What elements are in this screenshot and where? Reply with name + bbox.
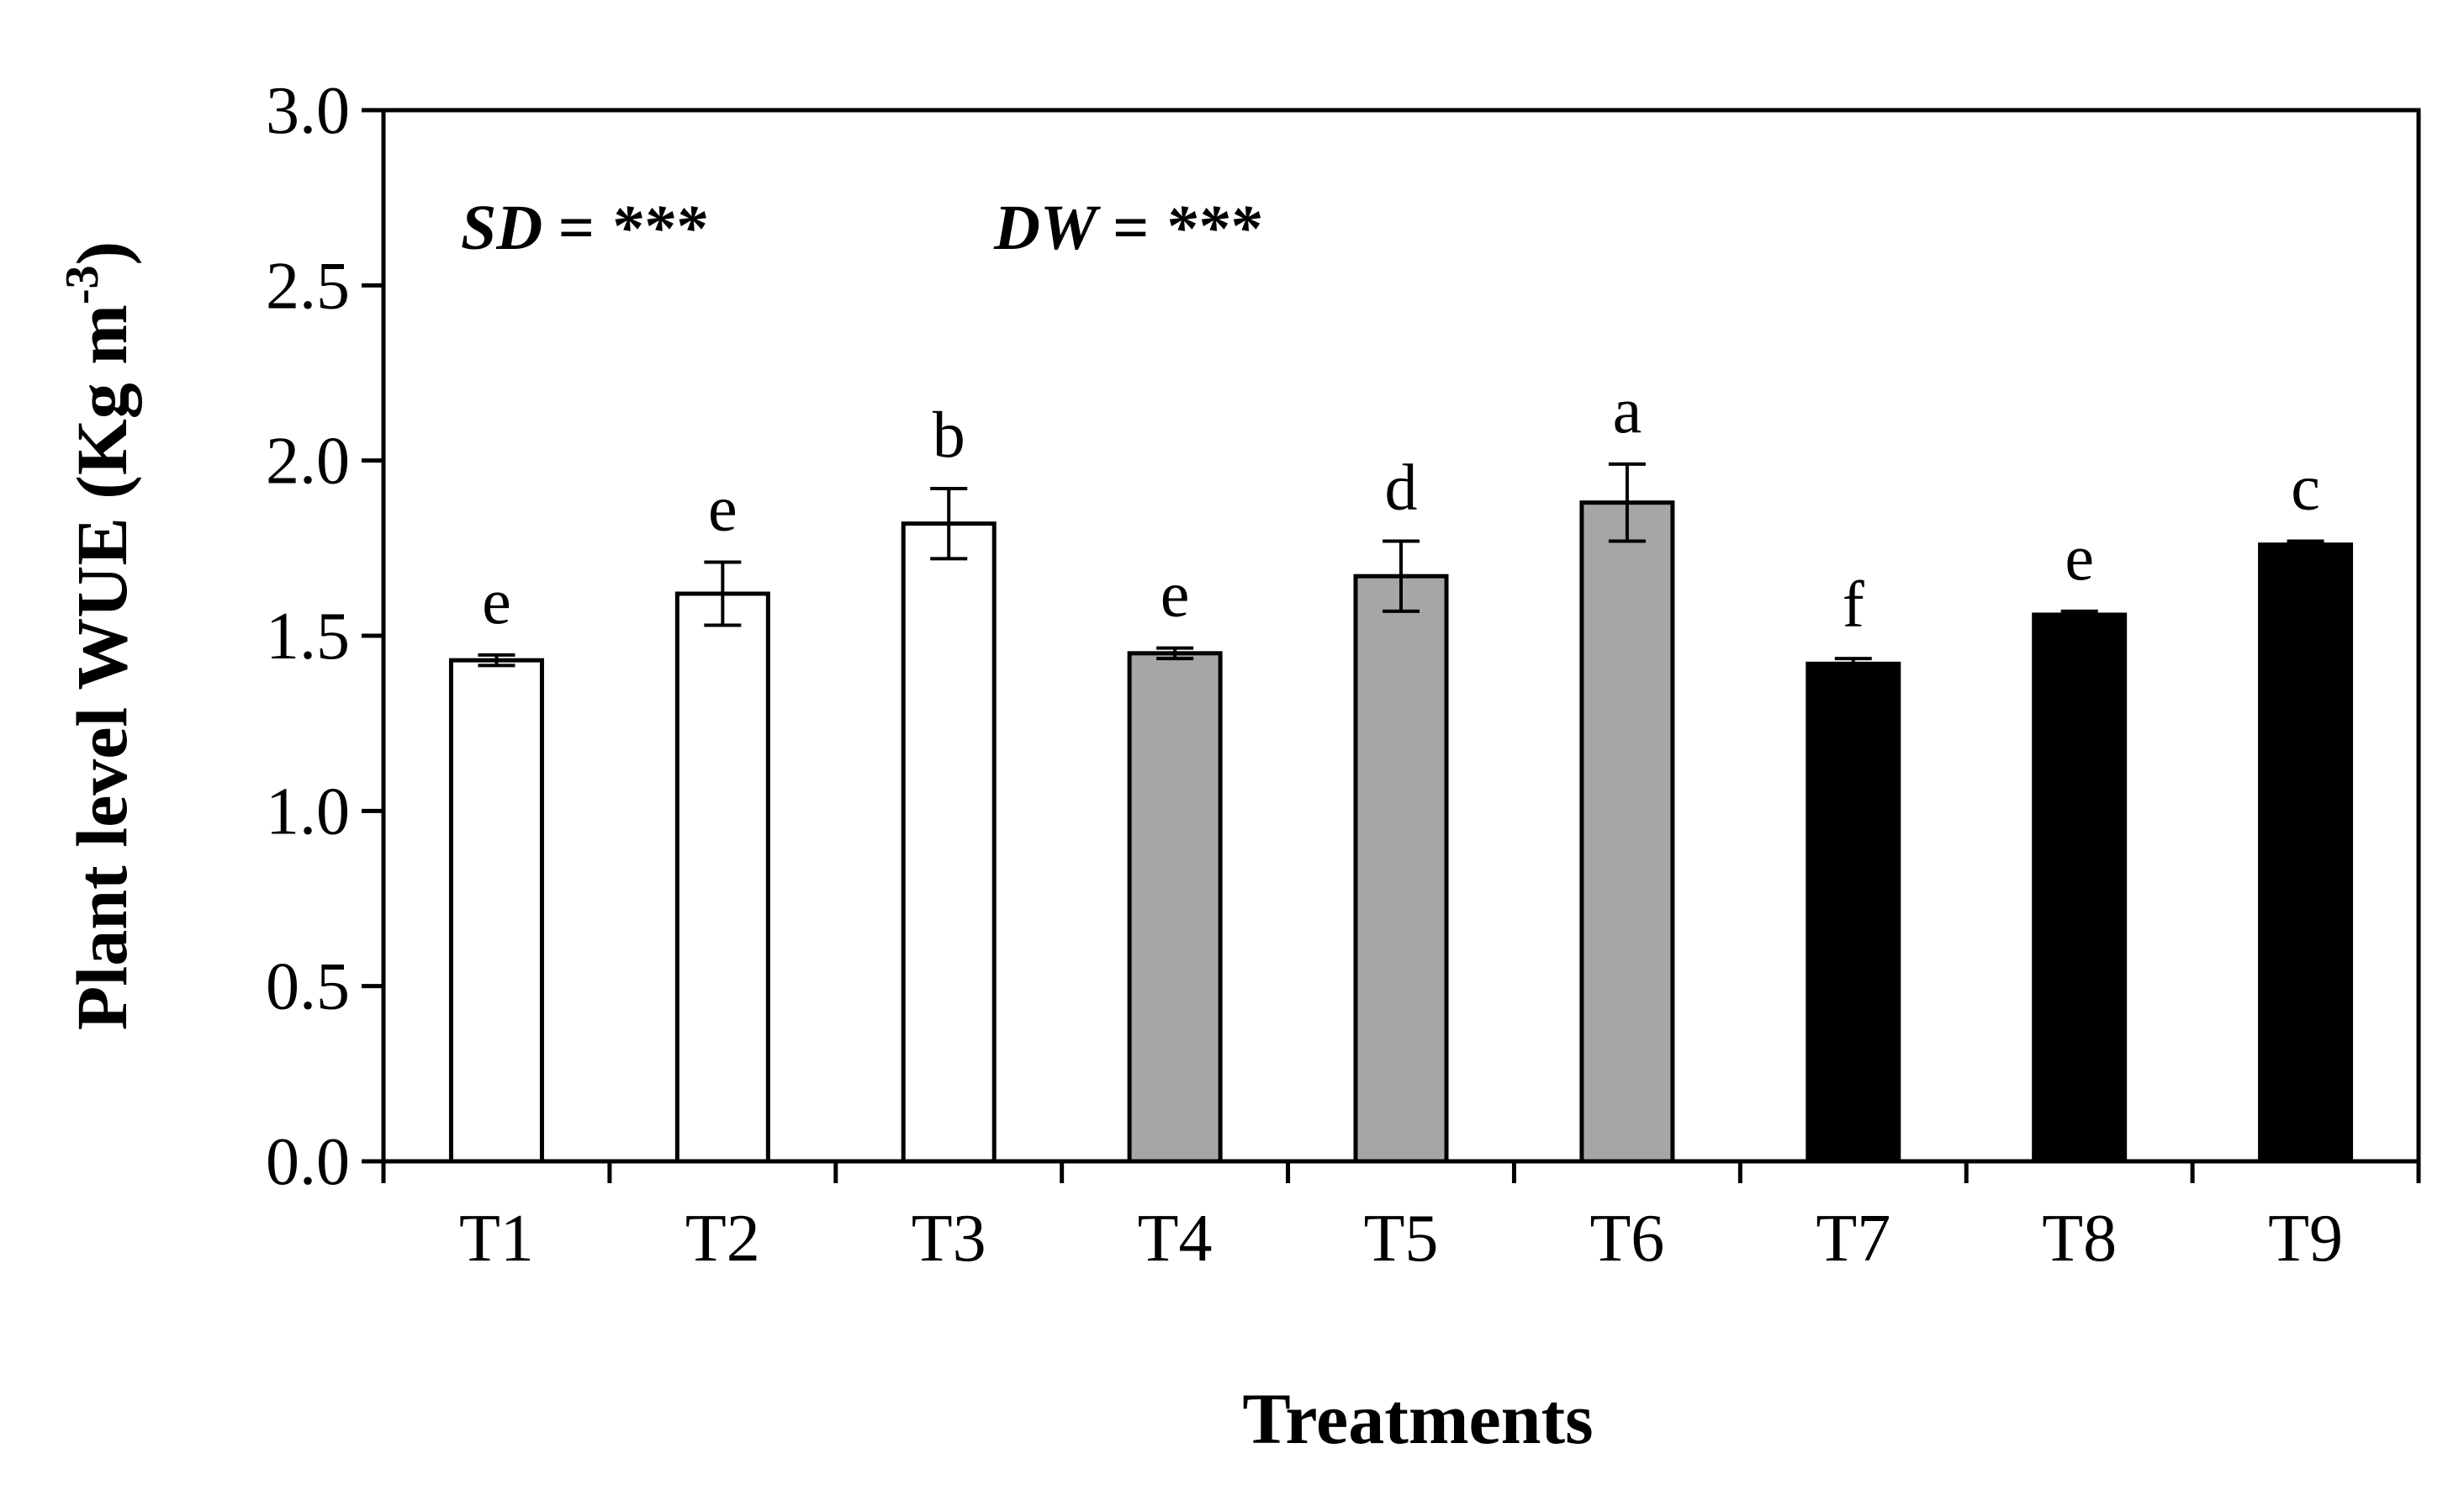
y-tick-label: 1.5 [266,600,350,674]
y-tick-label: 3.0 [266,74,350,148]
bar-T8 [2032,612,2128,1164]
annotation-sd: SD = *** [461,193,706,263]
bar-T3 [901,521,997,1164]
bar-T2 [674,591,770,1164]
significance-letter-T8: e [2065,521,2094,594]
significance-letter-T1: e [482,564,511,637]
bar-T9 [2258,542,2354,1164]
bar-T6 [1579,500,1675,1164]
significance-letter-T5: d [1385,451,1418,524]
y-tick-label: 1.0 [266,774,350,848]
bar-T4 [1127,651,1223,1164]
x-tick-label-T9: T9 [2268,1202,2343,1276]
x-tick-label-T2: T2 [685,1202,760,1276]
annotation-dw: DW = *** [993,193,1261,263]
x-tick-label-T3: T3 [912,1202,986,1276]
y-axis-title: Plant level WUE (Kg m-3) [56,241,142,1030]
x-tick-label-T7: T7 [1816,1202,1890,1276]
significance-letter-T7: f [1843,568,1864,641]
y-tick-label: 2.5 [266,249,350,323]
y-tick-label: 2.0 [266,425,350,499]
x-tick-label-T4: T4 [1138,1202,1213,1276]
x-axis-title: Treatments [1242,1378,1593,1459]
x-tick-label-T6: T6 [1589,1202,1664,1276]
y-tick-label: 0.5 [266,950,350,1024]
bar-series: e e b e d a f e c [448,373,2354,1164]
y-tick-label: 0.0 [266,1125,350,1199]
bar-T7 [1806,661,1901,1164]
x-tick-label-T5: T5 [1364,1202,1439,1276]
significance-letter-T9: c [2291,451,2320,524]
significance-letter-T3: b [933,398,965,471]
bar-T1 [448,658,544,1164]
x-tick-label-T8: T8 [2042,1202,2117,1276]
significance-letter-T2: e [708,472,738,545]
x-axis: T1 T2 T3 T4 T5 T6 T7 T8 T9 [381,1161,2421,1276]
significance-letter-T4: e [1161,558,1190,631]
y-axis: 0.0 0.5 1.0 1.5 2.0 2.5 3.0 [266,74,383,1199]
bar-T5 [1353,574,1449,1164]
x-tick-label-T1: T1 [459,1202,534,1276]
significance-letter-T6: a [1613,373,1642,447]
